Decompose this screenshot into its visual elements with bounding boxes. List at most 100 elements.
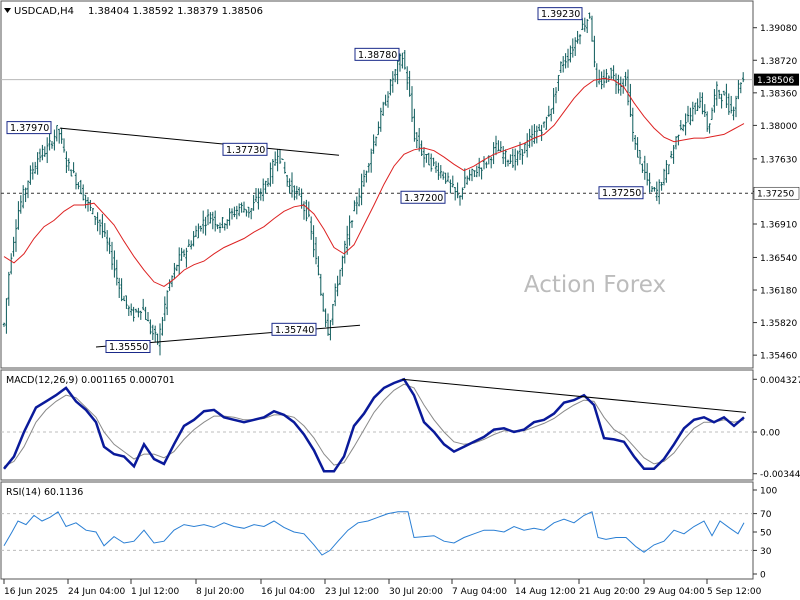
ohlc-bar [682,124,685,132]
time-tick-label: 23 Jul 12:00 [325,587,379,597]
ohlc-bar [562,56,565,73]
ohlc-bar [559,61,562,74]
ohlc-bar [415,132,418,149]
ohlc-bar [19,195,22,214]
ohlc-bar [715,81,718,106]
ohlc-bar [437,162,440,180]
ohlc-bar [473,170,476,178]
ohlc-bar [492,142,495,165]
price-tick-label: 1.36540 [760,254,797,264]
price-tick-label: 1.36910 [760,220,797,230]
ohlc-bar [238,203,241,217]
ohlc-bar [571,38,574,58]
ohlc-bar [502,146,505,165]
price-callout: 1.38780 [354,47,400,61]
ohlc-bar [742,72,745,83]
ohlc-bar [406,66,409,90]
ohlc-bar [439,165,442,179]
ohlc-bar [190,240,193,250]
ohlc-bar [346,225,349,255]
ohlc-bar [216,224,219,230]
ohlc-bar [737,79,740,100]
signal-line [3,383,745,467]
ohlc-bar [151,324,154,340]
ohlc-bar [146,312,150,322]
ohlc-bar [137,307,140,318]
ohlc-bar [132,306,135,322]
ohlc-bar [595,63,598,88]
ohlc-bar [166,290,169,316]
ohlc-bar [53,129,56,151]
ohlc-bar [31,162,34,180]
ohlc-bar [547,105,550,117]
ohlc-bar [14,219,18,252]
ohlc-values: 1.38404 1.38592 1.38379 1.38506 [88,6,263,17]
time-tick-label: 24 Jun 04:00 [68,587,125,597]
callout-box [537,7,583,21]
ohlc-bar [521,149,524,165]
rsi-tick-label: 0 [760,571,766,581]
ohlc-bar [257,188,260,210]
ohlc-bar [482,156,486,170]
ohlc-bar [36,152,39,175]
macd-title: MACD(12,26,9) 0.001165 0.000701 [6,375,175,386]
ohlc-bar [696,98,699,112]
ohlc-bar [540,124,543,141]
ohlc-bar [206,209,210,226]
rsi-pane-frame [0,481,754,580]
ohlc-bar [734,95,738,118]
ohlc-bar [670,150,673,159]
ohlc-bar [446,172,450,183]
ohlc-bar [516,150,519,166]
ohlc-bar [355,196,358,215]
ohlc-bar [713,89,716,113]
ohlc-bar [350,220,354,228]
price-grid [1,79,753,194]
ohlc-bar [288,178,291,194]
macd-axis: 0.004327 0.00 -0.003444 [753,376,800,480]
ohlc-bar [353,200,356,212]
ohlc-bar [170,275,174,288]
ohlc-bar [269,162,272,187]
ohlc-bar [497,140,500,152]
ohlc-bar [626,69,630,106]
ohlc-bar [101,214,104,239]
ohlc-bar [360,173,363,206]
ohlc-bar [305,199,308,222]
callout-box [105,340,151,354]
ohlc-bar [113,250,116,278]
callout-box [222,142,268,156]
ohlc-bar [722,90,726,96]
ohlc-bar [646,163,649,186]
ohlc-bar [314,237,318,265]
callout-box [354,47,400,61]
ohlc-bar [574,37,577,57]
ohlc-bar [554,87,558,104]
ohlc-bar [362,169,366,187]
ohlc-bar [389,79,392,96]
ohlc-bar [665,160,668,183]
ohlc-bar [245,209,248,217]
ohlc-bar [418,127,421,152]
price-callout: 1.37970 [6,121,52,135]
ohlc-bar [377,121,380,136]
ohlc-bar [475,165,478,178]
ohlc-bar [514,148,517,171]
time-tick-label: 16 Jun 2025 [4,587,58,597]
ohlc-bar [204,216,207,236]
ohlc-bar [312,225,315,258]
ohlc-bar [374,136,378,147]
rsi-tick-label: 30 [760,547,772,557]
time-tick-label: 30 Jul 20:00 [389,587,443,597]
ohlc-bar [331,303,334,326]
ohlc-bar [701,92,704,115]
ohlc-bar [276,148,279,172]
ohlc-bar [427,152,430,166]
ohlc-bar [2,322,6,327]
price-pane-frame [0,0,754,369]
ohlc-bar [302,201,306,220]
ohlc-bar [94,215,97,226]
ohlc-bar [178,247,181,275]
price-candles [2,12,745,356]
ohlc-bar [730,95,733,114]
